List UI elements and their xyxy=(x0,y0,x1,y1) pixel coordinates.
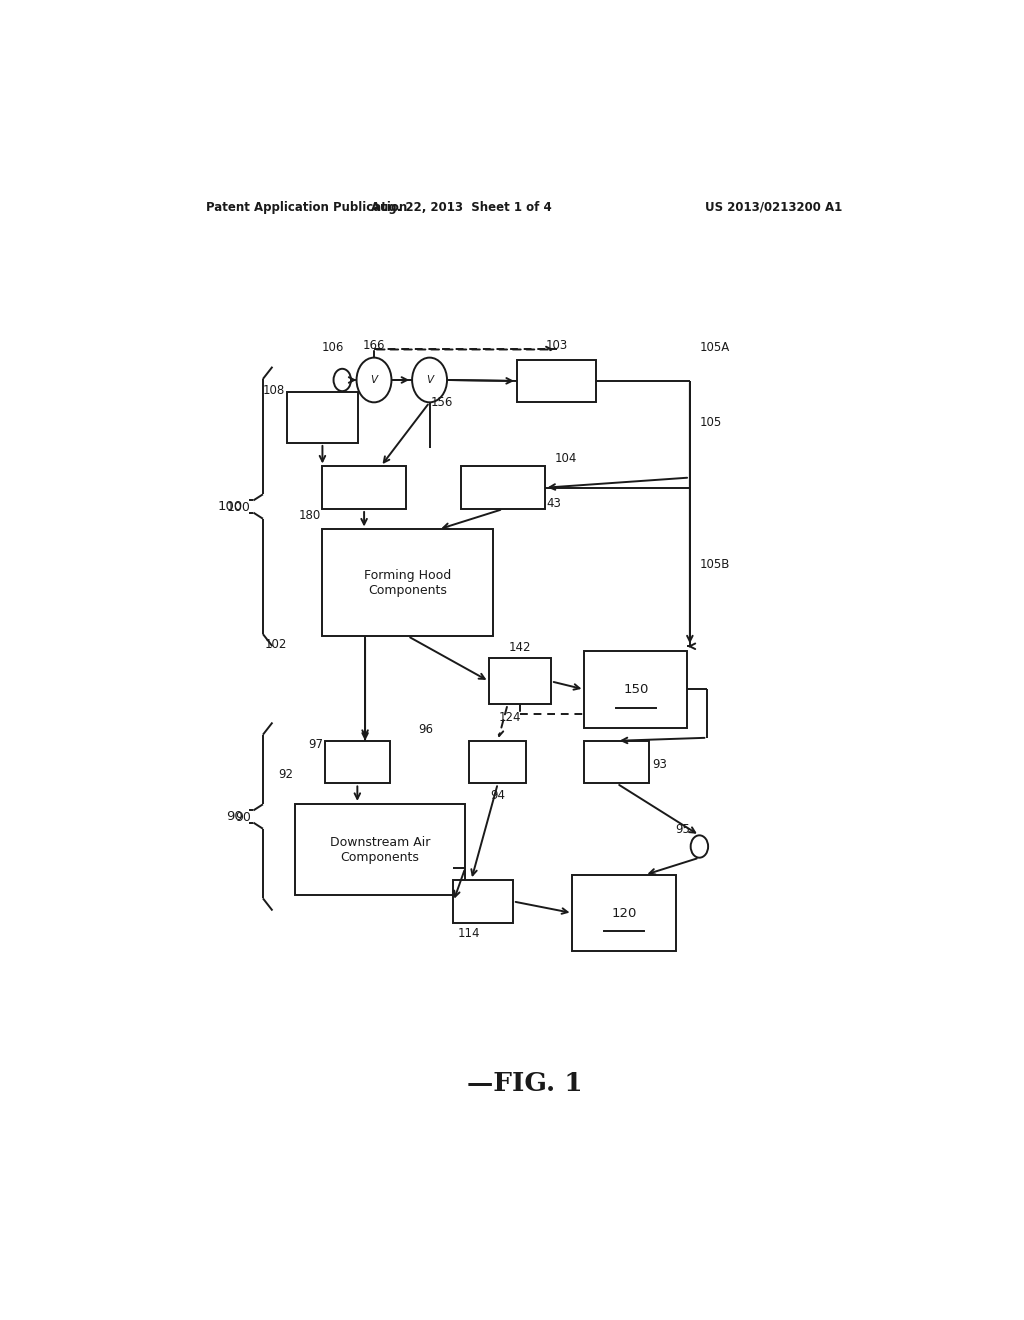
Bar xyxy=(489,659,551,704)
Text: —FIG. 1: —FIG. 1 xyxy=(467,1071,583,1096)
Text: 104: 104 xyxy=(555,451,578,465)
Text: Patent Application Publication: Patent Application Publication xyxy=(206,201,407,214)
Text: 100: 100 xyxy=(227,500,251,513)
Text: V: V xyxy=(371,375,378,385)
Text: 102: 102 xyxy=(264,638,287,651)
Bar xyxy=(461,466,545,510)
Bar xyxy=(295,804,465,895)
Text: 150: 150 xyxy=(624,682,648,696)
Text: 100: 100 xyxy=(218,500,243,513)
Text: Downstream Air
Components: Downstream Air Components xyxy=(330,836,430,863)
Bar xyxy=(323,466,406,510)
Text: 103: 103 xyxy=(546,338,567,351)
Text: 180: 180 xyxy=(299,510,321,521)
Text: 94: 94 xyxy=(490,788,505,801)
Circle shape xyxy=(334,368,351,391)
Text: 90: 90 xyxy=(226,810,243,822)
Bar xyxy=(454,880,513,923)
Bar xyxy=(517,359,596,403)
Circle shape xyxy=(690,836,709,858)
Text: US 2013/0213200 A1: US 2013/0213200 A1 xyxy=(705,201,842,214)
Text: Forming Hood
Components: Forming Hood Components xyxy=(365,569,452,597)
Bar xyxy=(585,651,687,727)
Text: 114: 114 xyxy=(458,927,480,940)
Text: 96: 96 xyxy=(418,722,433,735)
Text: 124: 124 xyxy=(499,711,521,725)
Bar xyxy=(323,529,494,636)
Bar xyxy=(287,392,358,444)
Bar xyxy=(325,741,390,784)
Text: 90: 90 xyxy=(236,810,251,824)
Text: 106: 106 xyxy=(322,341,344,354)
Text: 95: 95 xyxy=(676,822,690,836)
Text: Aug. 22, 2013  Sheet 1 of 4: Aug. 22, 2013 Sheet 1 of 4 xyxy=(371,201,552,214)
Text: 166: 166 xyxy=(362,338,385,351)
Text: 43: 43 xyxy=(546,498,561,511)
Text: 105B: 105B xyxy=(699,558,730,572)
Text: 92: 92 xyxy=(279,768,293,781)
Text: 105: 105 xyxy=(699,416,722,429)
Bar xyxy=(585,741,649,784)
Text: 156: 156 xyxy=(431,396,454,409)
Circle shape xyxy=(356,358,391,403)
Bar xyxy=(572,875,676,952)
Text: 105A: 105A xyxy=(699,341,730,354)
Circle shape xyxy=(412,358,447,403)
Text: 142: 142 xyxy=(509,642,531,655)
Text: 108: 108 xyxy=(263,384,285,396)
Text: 120: 120 xyxy=(611,907,637,920)
Text: V: V xyxy=(426,375,433,385)
Text: 97: 97 xyxy=(308,738,324,751)
Bar xyxy=(469,741,526,784)
Text: 93: 93 xyxy=(652,758,667,771)
